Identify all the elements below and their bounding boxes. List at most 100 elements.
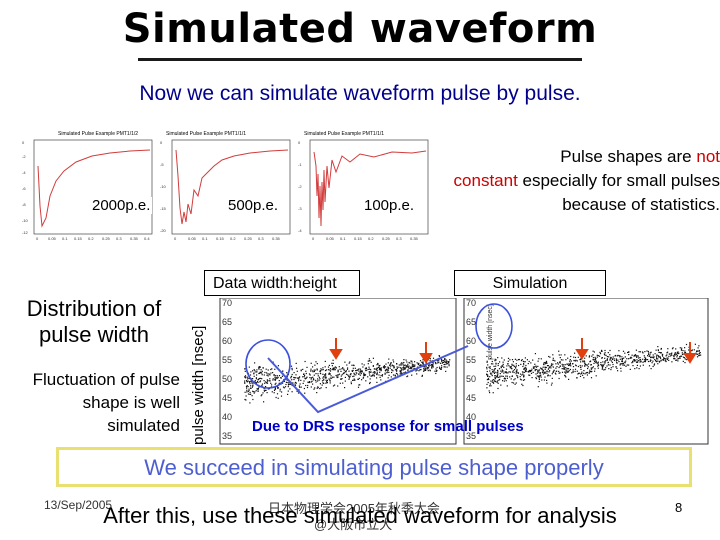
- scatter-dot: [303, 373, 305, 375]
- scatter-dot: [290, 383, 292, 385]
- scatter-dot: [607, 364, 609, 366]
- scatter-dot: [316, 387, 318, 389]
- scatter-dot: [325, 382, 327, 384]
- scatter-dot: [688, 349, 690, 351]
- scatter-dot: [347, 367, 349, 369]
- y-tick-label: 40: [222, 412, 232, 422]
- scatter-dot: [657, 346, 659, 348]
- scatter-dot: [436, 362, 438, 364]
- scatter-dot: [246, 391, 248, 393]
- waveform-plot: Simulated Pulse Example PMT1/1/2 0-2-4-6…: [22, 131, 153, 241]
- scatter-dot: [510, 367, 512, 369]
- scatter-dot: [544, 361, 546, 364]
- scatter-dot: [501, 365, 503, 367]
- scatter-dot: [274, 368, 276, 370]
- scatter-dot: [544, 371, 546, 373]
- scatter-dot: [352, 367, 354, 369]
- scatter-dot: [419, 369, 421, 371]
- scatter-dot: [402, 367, 404, 369]
- scatter-dot: [348, 378, 350, 380]
- y-tick-label: 35: [466, 431, 476, 441]
- scatter-dot: [531, 368, 533, 370]
- scatter-dot: [647, 355, 649, 357]
- scatter-dot: [438, 360, 440, 362]
- scatter-dot: [604, 368, 606, 371]
- scatter-dot: [259, 372, 261, 374]
- scatter-dot: [315, 379, 317, 381]
- svg-text:-10: -10: [22, 218, 29, 223]
- scatter-dot: [585, 372, 587, 374]
- scatter-dot: [580, 368, 582, 370]
- scatter-dot: [586, 364, 588, 366]
- scatter-dot: [432, 363, 434, 365]
- scatter-dot: [522, 379, 524, 381]
- scatter-dot: [660, 360, 662, 362]
- scatter-dot: [506, 365, 508, 367]
- scatter-dot: [680, 349, 683, 351]
- scatter-dot: [249, 381, 251, 383]
- scatter-dot: [363, 374, 366, 377]
- scatter-dot: [317, 387, 319, 389]
- scatter-dot: [558, 354, 560, 356]
- scatter-dot: [574, 368, 577, 370]
- scatter-dot: [247, 386, 249, 388]
- scatter-dot: [607, 362, 609, 364]
- scatter-dot: [337, 374, 340, 376]
- scatter-dot: [369, 381, 371, 384]
- scatter-dot: [431, 367, 433, 369]
- scatter-dot: [244, 380, 246, 382]
- scatter-dot: [403, 364, 405, 366]
- scatter-dot: [403, 372, 405, 374]
- scatter-dot: [444, 358, 446, 360]
- scatter-dot: [653, 356, 655, 358]
- scatter-dot: [534, 353, 536, 355]
- scatter-dot: [434, 370, 436, 372]
- scatter-dot: [367, 368, 369, 370]
- scatter-dot: [663, 358, 665, 360]
- scatter-dot: [259, 380, 262, 382]
- scatter-dot: [445, 363, 447, 365]
- scatter-dot: [546, 365, 549, 367]
- scatter-dot: [515, 365, 517, 367]
- scatter-dot: [337, 370, 339, 372]
- scatter-dot: [369, 368, 371, 370]
- scatter-dot: [312, 376, 314, 378]
- scatter-dot: [400, 369, 402, 371]
- scatter-dot: [410, 367, 412, 369]
- scatter-dot: [303, 387, 305, 390]
- scatter-dot: [346, 364, 348, 366]
- scatter-dot: [379, 376, 381, 378]
- scatter-dot: [656, 358, 658, 360]
- scatter-dot: [567, 368, 570, 370]
- scatter-dot: [681, 353, 684, 355]
- scatter-dot: [404, 371, 407, 373]
- scatter-dot: [308, 373, 311, 375]
- scatter-dot: [385, 363, 387, 365]
- scatter-dot: [680, 355, 682, 357]
- scatter-dot: [369, 374, 371, 376]
- scatter-dot: [320, 387, 322, 389]
- scatter-dot: [619, 355, 621, 357]
- scatter-dot: [538, 371, 540, 373]
- scatter-dot: [584, 373, 586, 375]
- scatter-dot: [375, 369, 378, 371]
- scatter-dot: [397, 374, 399, 376]
- scatter-dot: [560, 354, 562, 356]
- scatter-dot: [657, 358, 659, 360]
- scatter-dot: [270, 372, 272, 374]
- scatter-dot: [308, 381, 311, 383]
- scatter-dot: [517, 377, 519, 379]
- scatter-dot: [660, 352, 662, 354]
- scatter-dot: [540, 358, 542, 360]
- scatter-dot: [325, 376, 327, 378]
- scatter-dot: [686, 359, 688, 361]
- scatter-dot: [568, 363, 570, 365]
- scatter-dot: [441, 359, 443, 361]
- scatter-dot: [396, 370, 398, 372]
- scatter-dot: [249, 391, 251, 393]
- scatter-dot: [663, 357, 665, 360]
- scatter-dot: [636, 361, 638, 363]
- scatter-dot: [575, 365, 577, 367]
- scatter-dot: [680, 348, 683, 351]
